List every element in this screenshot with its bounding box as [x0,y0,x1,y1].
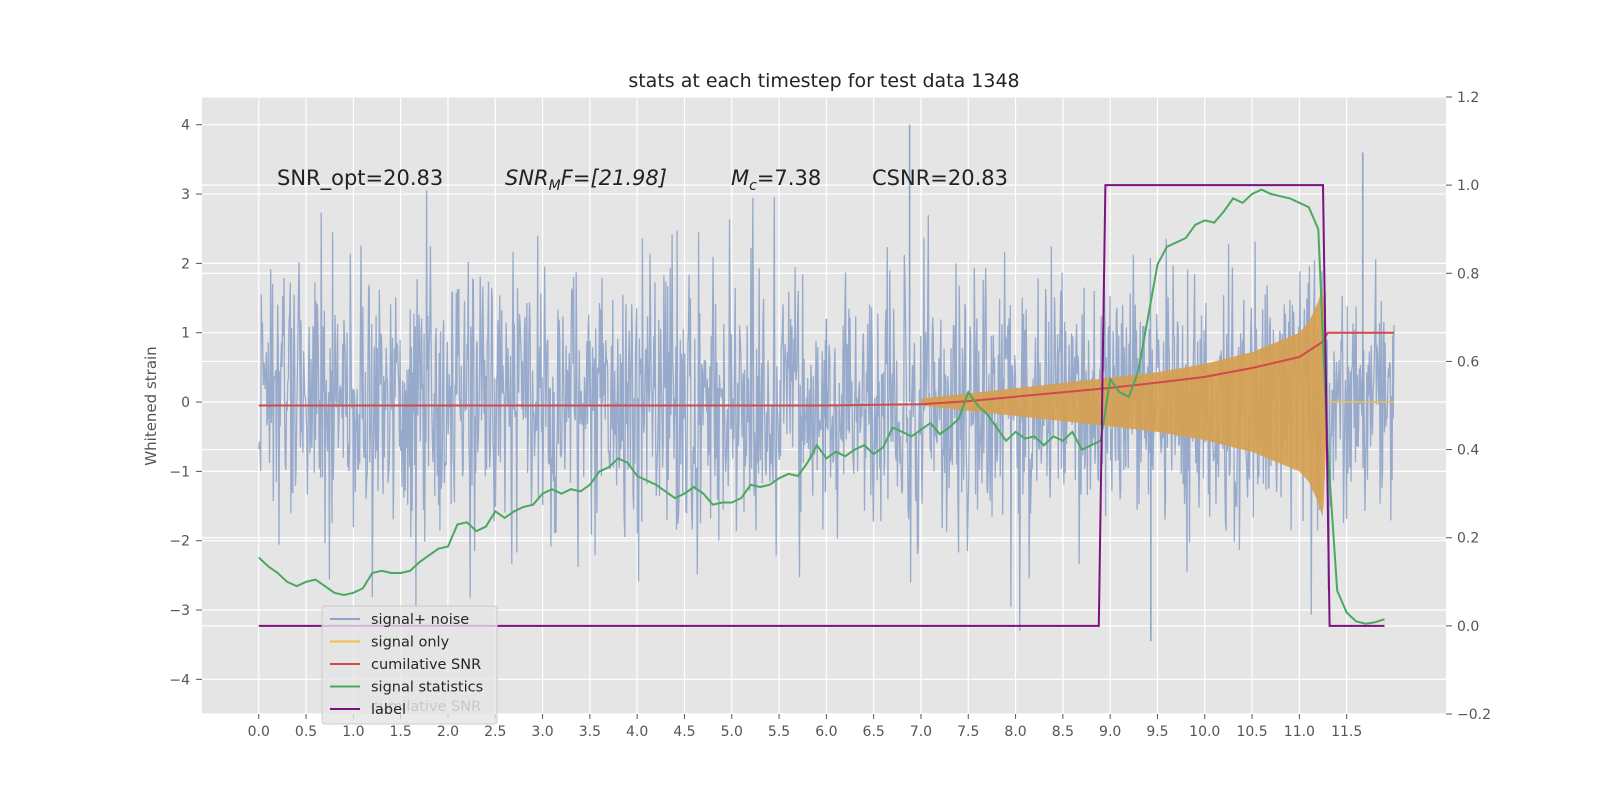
mc-sub: c [749,178,757,194]
x-tick-label: 0.0 [248,724,270,740]
x-tick-label: 7.0 [910,724,932,740]
legend-ghost-text: cumilative SNR [371,699,481,715]
y-tick-label: 4 [181,118,190,134]
x-tick-label: 9.5 [1146,724,1168,740]
x-tick-label: 5.0 [721,724,743,740]
annotation-snr-opt: SNR_opt=20.83 [277,166,443,191]
x-tick-label: 6.0 [815,724,837,740]
mc-main: M [731,166,749,190]
x-tick-label: 1.5 [390,724,412,740]
annotation-mc: Mc=7.38 [731,166,821,194]
mc-rest: =7.38 [757,166,821,190]
annotation-csnr: CSNR=20.83 [872,166,1008,190]
y-tick-label: −3 [169,603,190,619]
x-tick-label: 7.5 [957,724,979,740]
y2-tick-label: 0.0 [1457,619,1479,635]
x-tick-label: 3.0 [531,724,553,740]
x-tick-label: 2.5 [484,724,506,740]
legend-label: signal only [371,635,450,651]
x-tick-label: 10.0 [1189,724,1220,740]
series-line-label [258,184,1385,627]
x-tick-label: 2.0 [437,724,459,740]
legend-label: cumilative SNR [371,657,481,673]
snr-mf-main: SNR [505,166,549,190]
y-tick-label: 1 [181,326,190,342]
annotation-snr-mf: SNRMF=[21.98] [505,166,667,194]
x-axis: 0.0 0.5 1.0 1.5 2.0 2.5 3.0 3.5 4.0 4.5 5.0 5.5 6.0 6… [248,714,1362,740]
x-tick-label: 8.0 [1004,724,1026,740]
x-tick-label: 10.5 [1236,724,1267,740]
y2-tick-label: 1.0 [1457,178,1479,194]
y-axis-right: 1.2 1.0 0.8 0.6 0.4 0.2 0.0 −0.2 [1446,90,1491,723]
x-tick-label: 6.5 [863,724,885,740]
y-tick-label: 3 [181,187,190,203]
y2-tick-label: 0.8 [1457,266,1479,282]
series-line-signal-statistics [258,188,1385,625]
y2-tick-label: 0.2 [1457,531,1479,547]
y2-tick-label: 1.2 [1457,90,1479,106]
chart-title: stats at each timestep for test data 134… [628,70,1019,92]
legend-label: label [371,702,406,718]
x-tick-label: 9.0 [1099,724,1121,740]
signal-envelope [921,286,1328,518]
x-tick-label: 5.5 [768,724,790,740]
series-signal-only [921,286,1394,518]
x-tick-label: 1.0 [342,724,364,740]
y-tick-label: −4 [169,672,190,688]
x-tick-label: 4.0 [626,724,648,740]
x-tick-label: 0.5 [295,724,317,740]
y2-tick-label: 0.6 [1457,354,1479,370]
legend: cumilative SNR signal+ noise signal only c… [321,605,498,725]
y-axis-label: Whitened strain [142,346,160,465]
y-tick-label: −1 [169,464,190,480]
series-lines [258,184,1394,627]
y2-tick-label: −0.2 [1457,707,1491,723]
legend-box [321,605,498,725]
x-tick-label: 4.5 [673,724,695,740]
x-tick-label: 11.5 [1331,724,1362,740]
snr-mf-rest: F=[21.98] [561,166,667,190]
x-tick-label: 11.0 [1284,724,1315,740]
x-tick-label: 3.5 [579,724,601,740]
snr-mf-sub: M [549,178,561,194]
y-axis-left: 4 3 2 1 0 −1 −2 −3 −4 [169,118,202,688]
y-tick-label: 0 [181,395,190,411]
legend-label: signal statistics [371,680,483,696]
y-tick-label: 2 [181,256,190,272]
legend-label: signal+ noise [371,612,469,628]
y-tick-label: −2 [169,534,190,550]
x-tick-label: 8.5 [1052,724,1074,740]
y2-tick-label: 0.4 [1457,443,1479,459]
